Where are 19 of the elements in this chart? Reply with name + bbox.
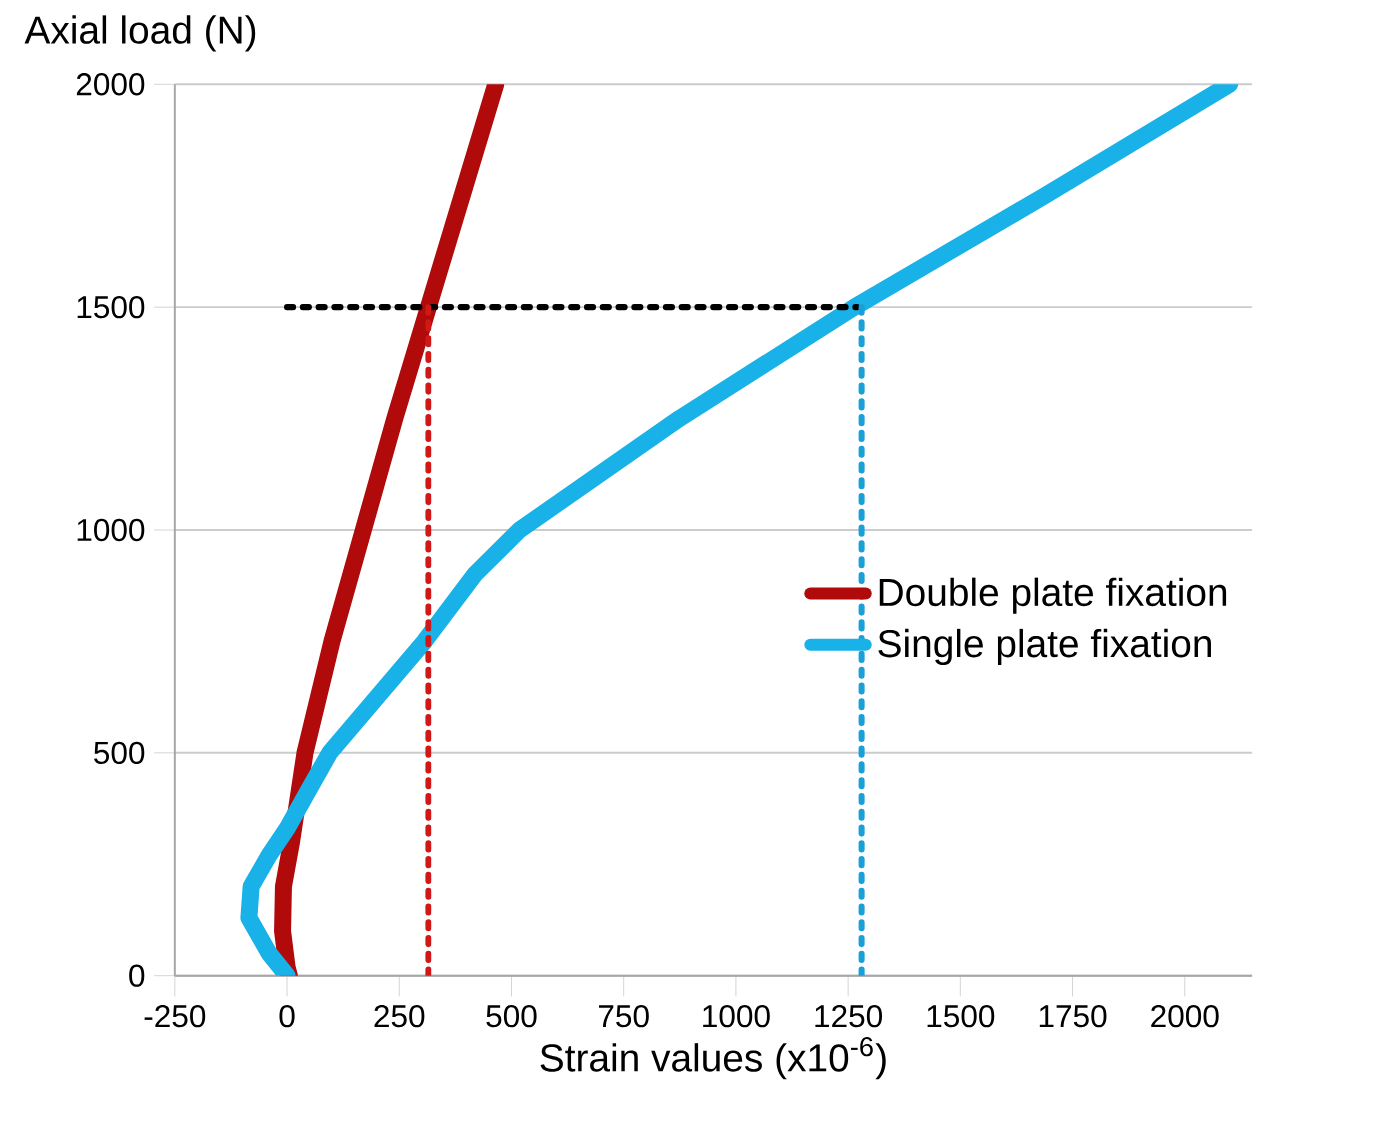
legend-label: Double plate fixation (879, 577, 1227, 614)
x-tick-label: 1000 (703, 1005, 770, 1028)
x-tick-label: 0 (279, 1005, 295, 1028)
x-tick-label: 1250 (815, 1005, 882, 1028)
y-axis-title: Axial load (N) (24, 15, 256, 52)
x-tick-label: 1500 (927, 1005, 995, 1028)
x-axis-title: Strain values (x10$^{-6}$) (540, 1037, 886, 1080)
legend-label: Single plate fixation (878, 628, 1211, 666)
y-tick-label: 500 (94, 741, 145, 765)
x-tick-label: 2000 (1151, 1005, 1219, 1028)
y-tick-label: 1500 (77, 296, 145, 319)
y-tick-label: 0 (129, 964, 145, 987)
y-tick-label: 1000 (77, 518, 145, 542)
x-tick-label: 500 (486, 1005, 537, 1028)
x-tick-label: -250 (144, 1005, 206, 1028)
x-tick-label: 1750 (1039, 1005, 1107, 1028)
x-tick-label: 250 (374, 1005, 425, 1028)
x-tick-label: 750 (598, 1005, 649, 1028)
y-tick-label: 2000 (76, 73, 145, 96)
